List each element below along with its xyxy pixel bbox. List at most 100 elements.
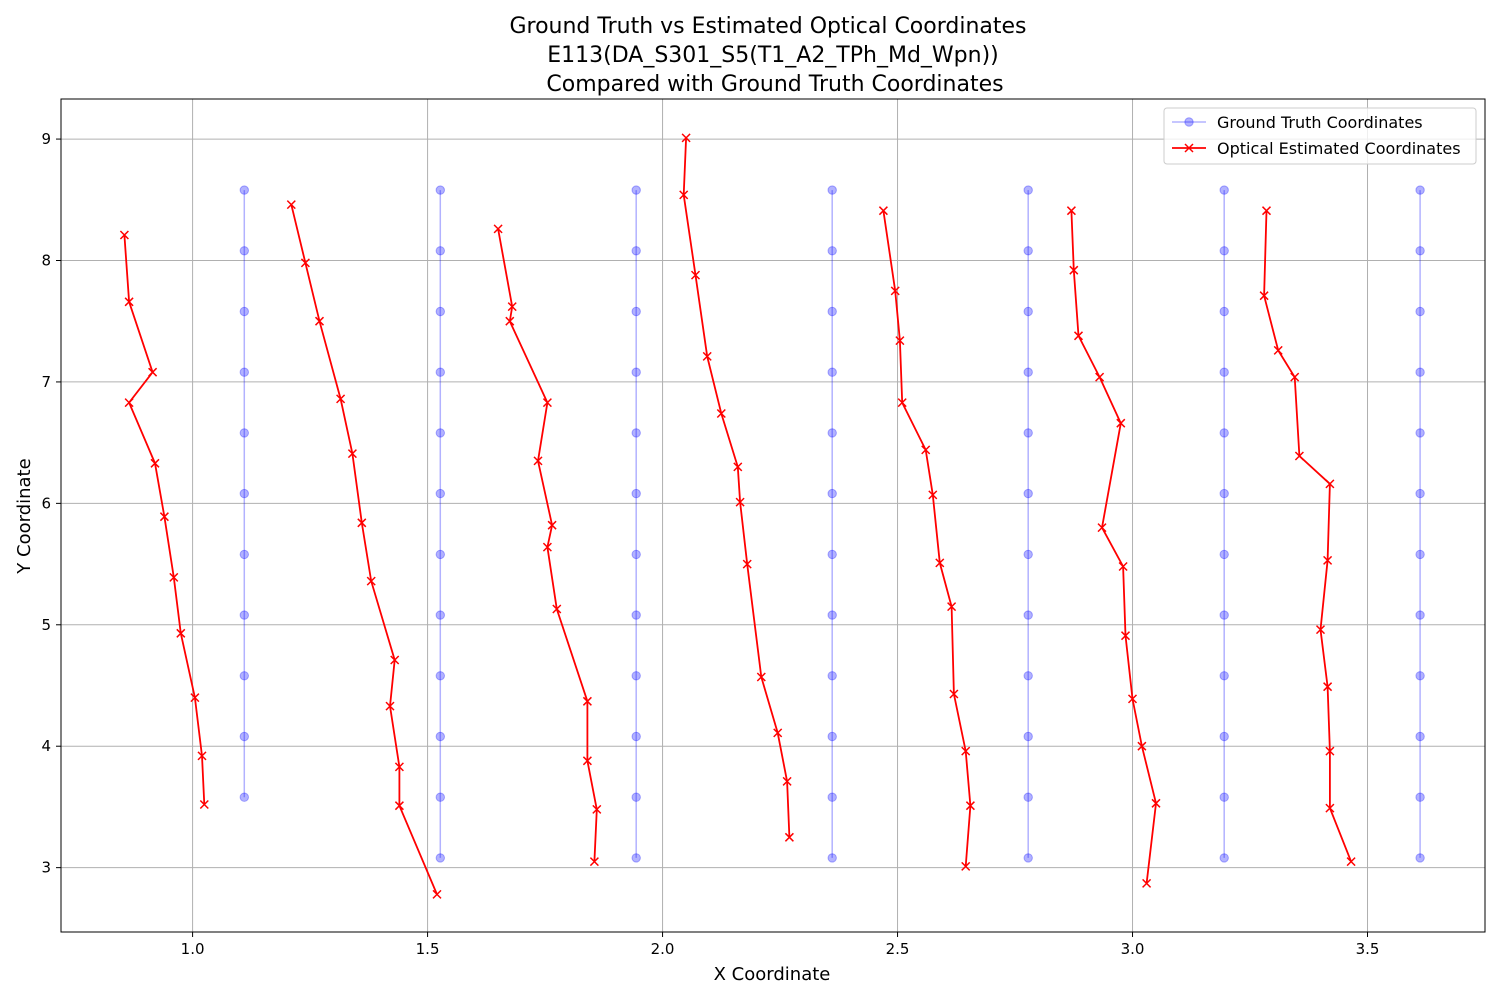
ground-truth-point: [827, 488, 837, 499]
plot-frame: [60, 98, 1486, 933]
ground-truth-point: [1023, 671, 1033, 681]
estimated-point: [733, 462, 743, 472]
ground-truth-point: [827, 549, 837, 560]
ground-truth-point: [631, 853, 641, 863]
title-line-1: Ground Truth vs Estimated Optical Coordi…: [509, 14, 1026, 39]
ground-truth-point: [239, 792, 250, 802]
estimated-point: [961, 746, 971, 756]
ground-truth-point: [1219, 488, 1229, 499]
ground-truth-point: [1415, 246, 1425, 256]
estimated-point: [1346, 857, 1356, 867]
ground-truth-point: [1415, 853, 1425, 863]
estimated-point: [432, 889, 442, 899]
estimated-point: [784, 832, 794, 842]
estimated-series: [119, 133, 1356, 899]
estimated-point: [589, 857, 599, 867]
estimated-point: [1073, 331, 1084, 341]
estimated-point: [773, 728, 783, 738]
ground-truth-point: [239, 671, 250, 681]
y-axis-ticks: 3 4 5 6 7 8 9: [41, 130, 61, 877]
estimated-point: [314, 316, 325, 326]
ground-truth-point: [1023, 246, 1033, 256]
ground-truth-point: [435, 610, 445, 620]
estimated-point: [742, 559, 752, 569]
ground-truth-point: [1219, 428, 1229, 438]
y-tick-label: 5: [41, 616, 51, 634]
ground-truth-point: [1219, 610, 1229, 620]
ground-truth-point: [1415, 367, 1425, 377]
ground-truth-point: [631, 488, 641, 499]
ground-truth-point: [827, 610, 837, 620]
estimated-point: [1273, 345, 1283, 355]
ground-truth-point: [631, 306, 641, 317]
y-tick-label: 7: [41, 373, 51, 391]
ground-truth-point: [239, 610, 250, 620]
estimated-point: [1325, 803, 1335, 813]
estimated-point: [169, 572, 179, 582]
ground-truth-point: [435, 488, 445, 499]
ground-truth-point: [1023, 306, 1033, 317]
estimated-point: [1066, 206, 1076, 216]
legend-ground-truth-marker: [1184, 117, 1194, 127]
estimated-point: [190, 693, 200, 703]
estimated-point: [385, 701, 395, 711]
ground-truth-point: [631, 246, 641, 256]
estimated-point: [890, 286, 900, 296]
estimated-point: [1323, 555, 1333, 565]
ground-truth-point: [1219, 671, 1229, 681]
title-line-3: Compared with Ground Truth Coordinates: [546, 72, 1003, 97]
estimated-point: [965, 801, 975, 811]
ground-truth-point: [1415, 185, 1425, 195]
ground-truth-point: [1023, 549, 1033, 560]
ground-truth-point: [239, 549, 250, 560]
ground-truth-point: [1415, 306, 1425, 317]
ground-truth-point: [435, 185, 445, 195]
ground-truth-point: [1023, 185, 1033, 195]
estimated-point: [1095, 372, 1105, 382]
estimated-point: [542, 398, 552, 408]
ground-truth-series: [239, 185, 1425, 863]
estimated-point: [124, 297, 134, 307]
ground-truth-point: [827, 792, 837, 802]
ground-truth-point: [435, 306, 445, 317]
ground-truth-point: [239, 306, 250, 317]
ground-truth-point: [1219, 185, 1229, 195]
ground-truth-point: [435, 792, 445, 802]
estimated-point: [300, 258, 310, 268]
estimated-point: [1325, 479, 1335, 489]
ground-truth-point: [631, 610, 641, 620]
ground-truth-point: [827, 731, 837, 742]
grid: [61, 99, 1485, 932]
ground-truth-point: [1023, 367, 1033, 377]
estimated-point: [390, 655, 400, 665]
ground-truth-point: [1415, 792, 1425, 802]
legend-box: [1163, 107, 1477, 165]
ground-truth-point: [435, 671, 445, 681]
ground-truth-point: [827, 671, 837, 681]
legend-ground-truth-label: Ground Truth Coordinates: [1217, 113, 1423, 132]
estimated-point: [878, 206, 888, 216]
ground-truth-point: [827, 246, 837, 256]
ground-truth-point: [631, 428, 641, 438]
estimated-point: [702, 351, 712, 361]
estimated-point: [507, 302, 517, 312]
estimated-point: [1323, 682, 1333, 692]
estimated-line: [882, 210, 972, 867]
x-tick-label: 3.5: [1356, 940, 1380, 958]
chart-title: Ground Truth vs Estimated Optical Coordi…: [509, 14, 1026, 97]
y-tick-label: 8: [41, 252, 51, 270]
ground-truth-point: [631, 367, 641, 377]
estimated-line: [290, 204, 438, 895]
x-tick-label: 1.0: [181, 940, 205, 958]
ground-truth-point: [435, 428, 445, 438]
estimated-point: [592, 804, 602, 814]
ground-truth-point: [827, 853, 837, 863]
y-tick-label: 9: [41, 130, 51, 148]
estimated-point: [547, 520, 557, 530]
ground-truth-point: [239, 185, 250, 195]
estimated-point: [1325, 746, 1335, 756]
ground-truth-point: [435, 246, 445, 256]
ground-truth-point: [1219, 367, 1229, 377]
estimated-point: [505, 316, 515, 326]
ground-truth-point: [435, 367, 445, 377]
